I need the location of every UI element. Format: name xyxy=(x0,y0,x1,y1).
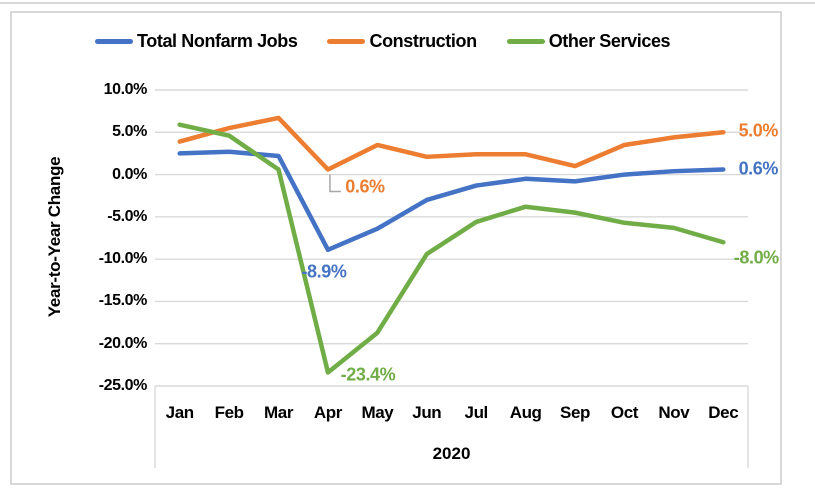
legend-label: Construction xyxy=(369,31,477,51)
legend-line-swatch-blue xyxy=(95,39,133,44)
x-tick-label-aug: Aug xyxy=(509,403,542,422)
callout-leader-line xyxy=(329,174,341,193)
x-tick-label-dec: Dec xyxy=(708,403,739,422)
x-tick-label-feb: Feb xyxy=(214,403,244,422)
y-tick-label: -5.0% xyxy=(107,207,147,225)
x-tick-label-apr: Apr xyxy=(313,403,342,422)
x-tick-label-nov: Nov xyxy=(658,403,690,422)
y-tick-label: -25.0% xyxy=(98,377,148,394)
y-tick-label: 10.0% xyxy=(103,81,148,98)
data-label-apr-2: -23.4% xyxy=(340,364,396,385)
data-label-apr-0: -8.9% xyxy=(301,261,347,282)
data-label-apr-1: 0.6% xyxy=(345,176,385,197)
data-label-dec-1: 5.0% xyxy=(738,120,779,141)
data-label-dec-2: -8.0% xyxy=(733,247,779,268)
x-tick-label-oct: Oct xyxy=(610,403,639,422)
top-edge-divider xyxy=(0,2,815,4)
y-tick-label: 0.0% xyxy=(112,165,147,183)
x-tick-label-jun: Jun xyxy=(412,403,442,422)
x-tick-label-jul: Jul xyxy=(464,403,489,422)
x-tick-label-may: May xyxy=(361,403,394,422)
x-tick-label-sep: Sep xyxy=(560,403,591,422)
legend-line-swatch-orange xyxy=(327,39,366,44)
y-tick-label: -20.0% xyxy=(98,334,148,352)
y-tick-label: 5.0% xyxy=(112,123,147,141)
y-tick-label: -10.0% xyxy=(98,250,148,268)
legend-item-total-nonfarm-jobs: Total Nonfarm Jobs xyxy=(95,31,298,52)
chart-legend: Total Nonfarm Jobs Construction Other Se… xyxy=(95,31,671,52)
legend-item-other-services: Other Services xyxy=(506,31,671,52)
x-axis-year-label: 2020 xyxy=(432,444,471,463)
legend-item-construction: Construction xyxy=(327,31,477,52)
y-tick-label: -15.0% xyxy=(98,292,148,310)
x-tick-label-jan: Jan xyxy=(165,403,194,422)
legend-label: Other Services xyxy=(548,31,671,51)
legend-label: Total Nonfarm Jobs xyxy=(137,31,298,51)
legend-line-swatch-green xyxy=(506,39,545,44)
x-tick-label-mar: Mar xyxy=(264,403,294,422)
series-line-1 xyxy=(177,115,726,172)
series-line-2 xyxy=(177,122,726,375)
series-line-0 xyxy=(177,149,726,253)
data-label-dec-0: 0.6% xyxy=(738,158,779,179)
